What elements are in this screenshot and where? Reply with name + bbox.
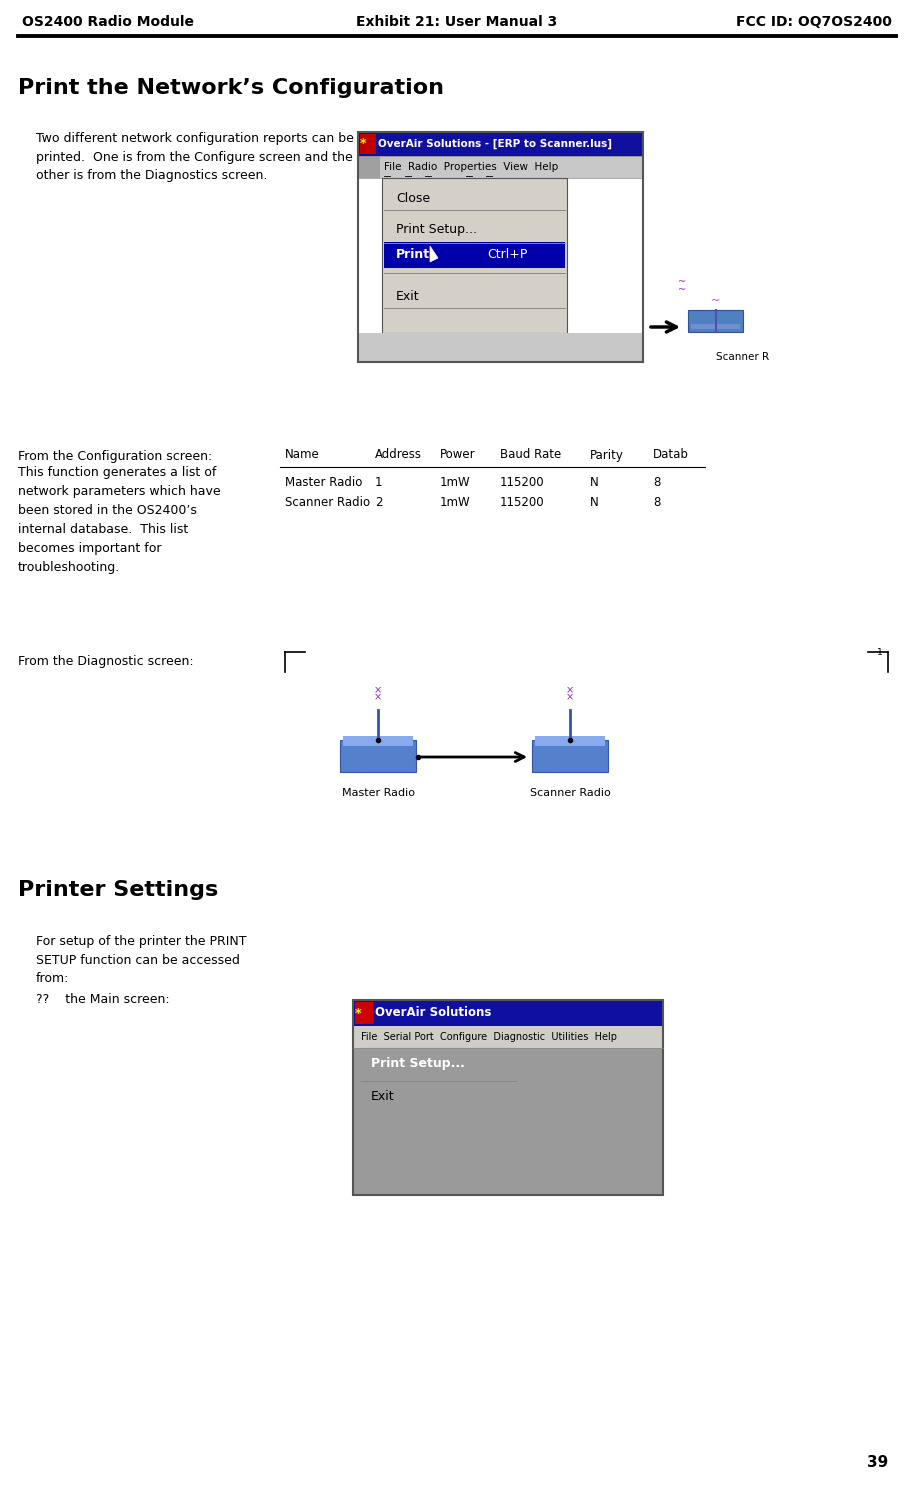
- Text: ??    the Main screen:: ?? the Main screen:: [36, 993, 170, 1006]
- Text: ×
×: × ×: [566, 686, 574, 702]
- Bar: [361, 1081, 516, 1112]
- Text: Print Setup...: Print Setup...: [371, 1057, 465, 1071]
- Text: ~: ~: [711, 297, 720, 306]
- Bar: [340, 740, 416, 772]
- Text: 8: 8: [653, 477, 661, 489]
- Text: N: N: [590, 477, 599, 489]
- Bar: [360, 134, 376, 154]
- Text: OverAir Solutions - [ERP to Scanner.lus]: OverAir Solutions - [ERP to Scanner.lus]: [378, 139, 612, 149]
- Bar: [532, 740, 608, 772]
- Text: Scanner R: Scanner R: [716, 352, 769, 362]
- Text: Address: Address: [375, 449, 422, 462]
- Text: Master Radio: Master Radio: [342, 789, 415, 798]
- Text: 8: 8: [653, 497, 661, 510]
- Text: 2: 2: [375, 497, 382, 510]
- Bar: [688, 310, 743, 332]
- Bar: [343, 737, 413, 746]
- Bar: [691, 324, 740, 330]
- Text: 39: 39: [866, 1455, 888, 1470]
- Text: Name: Name: [285, 449, 320, 462]
- Text: *: *: [355, 1006, 362, 1020]
- Text: Print the Network’s Configuration: Print the Network’s Configuration: [18, 78, 444, 98]
- Text: From the Diagnostic screen:: From the Diagnostic screen:: [18, 655, 194, 668]
- Text: Master Radio: Master Radio: [285, 477, 362, 489]
- Text: Ctrl+P: Ctrl+P: [487, 249, 527, 261]
- Bar: [361, 1048, 516, 1079]
- Text: Scanner Radio: Scanner Radio: [529, 789, 611, 798]
- Text: Baud Rate: Baud Rate: [500, 449, 561, 462]
- Polygon shape: [456, 1060, 464, 1077]
- Bar: [353, 1048, 663, 1194]
- Text: Parity: Parity: [590, 449, 624, 462]
- Text: Print Setup...: Print Setup...: [396, 224, 477, 237]
- Text: Exhibit 21: User Manual 3: Exhibit 21: User Manual 3: [356, 15, 558, 28]
- Text: ×
×: × ×: [374, 686, 382, 702]
- Text: Exit: Exit: [396, 289, 420, 303]
- Text: Printer Settings: Printer Settings: [18, 880, 218, 901]
- Bar: [358, 133, 643, 157]
- Text: From the Configuration screen:: From the Configuration screen:: [18, 450, 212, 464]
- Bar: [358, 157, 643, 177]
- Bar: [353, 1026, 663, 1048]
- Text: Power: Power: [440, 449, 475, 462]
- Bar: [353, 1000, 663, 1026]
- Bar: [358, 332, 643, 362]
- Text: 1mW: 1mW: [440, 477, 471, 489]
- Polygon shape: [430, 246, 438, 262]
- Text: Datab: Datab: [653, 449, 689, 462]
- Text: 1: 1: [375, 477, 382, 489]
- Text: FCC ID: OQ7OS2400: FCC ID: OQ7OS2400: [736, 15, 892, 28]
- Bar: [361, 1048, 516, 1138]
- Text: Two different network configuration reports can be
printed.  One is from the Con: Two different network configuration repo…: [36, 133, 354, 182]
- Text: Print: Print: [396, 249, 430, 261]
- Bar: [382, 177, 567, 332]
- Text: N: N: [590, 497, 599, 510]
- Text: OS2400 Radio Module: OS2400 Radio Module: [22, 15, 194, 28]
- Text: 115200: 115200: [500, 497, 545, 510]
- Bar: [355, 1002, 373, 1024]
- Text: 1: 1: [877, 649, 883, 658]
- Text: 1mW: 1mW: [440, 497, 471, 510]
- Bar: [384, 242, 565, 268]
- Text: ~
~: ~ ~: [678, 277, 686, 295]
- Text: File  Radio  Properties  View  Help: File Radio Properties View Help: [384, 163, 558, 171]
- Bar: [358, 157, 643, 177]
- Text: Close: Close: [396, 191, 430, 204]
- Bar: [358, 157, 380, 177]
- Bar: [353, 1000, 663, 1194]
- Text: This function generates a list of
network parameters which have
been stored in t: This function generates a list of networ…: [18, 467, 220, 574]
- Text: *: *: [360, 137, 367, 151]
- Text: For setup of the printer the PRINT
SETUP function can be accessed
from:: For setup of the printer the PRINT SETUP…: [36, 935, 247, 986]
- Text: File  Serial Port  Configure  Diagnostic  Utilities  Help: File Serial Port Configure Diagnostic Ut…: [361, 1032, 617, 1042]
- Text: Exit: Exit: [371, 1090, 395, 1103]
- Text: Scanner Radio: Scanner Radio: [285, 497, 370, 510]
- Text: OverAir Solutions: OverAir Solutions: [375, 1006, 492, 1020]
- Bar: [535, 737, 605, 746]
- Text: 115200: 115200: [500, 477, 545, 489]
- Bar: [358, 133, 643, 362]
